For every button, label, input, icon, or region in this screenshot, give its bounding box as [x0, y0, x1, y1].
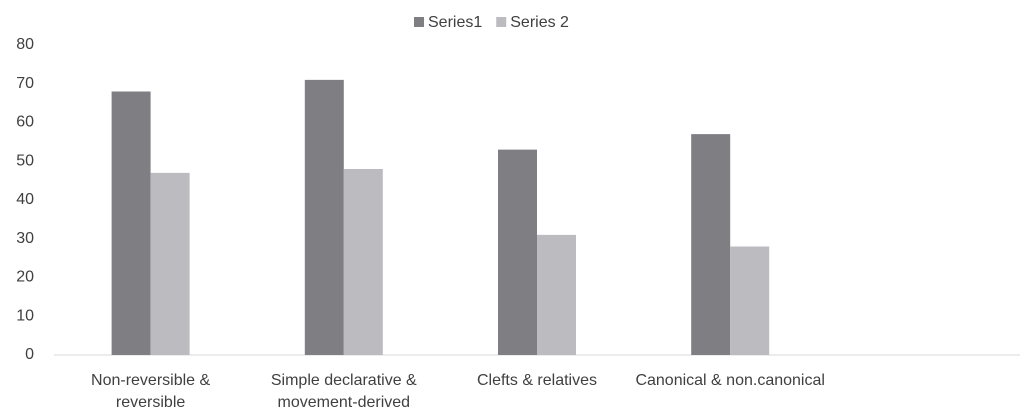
x-tick-label: Simple declarative & movement-derived — [270, 372, 417, 411]
legend-label: Series 2 — [510, 14, 569, 31]
x-tick-label: Canonical & non.canonical — [635, 372, 825, 389]
y-tick-label: 60 — [16, 114, 34, 131]
legend-swatch — [496, 17, 507, 27]
x-tick-label: Non-reversible & reversible — [91, 372, 211, 411]
bar — [111, 91, 151, 355]
legend-label: Series1 — [428, 14, 482, 31]
bar — [498, 149, 537, 355]
bar — [150, 172, 190, 355]
legend-swatch — [414, 17, 424, 27]
y-tick-label: 0 — [25, 346, 34, 363]
y-tick-label: 10 — [16, 307, 34, 324]
y-tick-label: 70 — [16, 75, 34, 92]
bar — [730, 246, 770, 355]
y-tick-label: 80 — [16, 36, 34, 53]
y-tick-label: 50 — [16, 152, 34, 169]
bar — [304, 79, 344, 355]
x-tick-label: Clefts & relatives — [476, 372, 598, 389]
y-tick-label: 30 — [16, 230, 34, 247]
bar — [343, 169, 383, 355]
y-tick-label: 20 — [16, 269, 34, 286]
y-tick-label: 40 — [16, 191, 34, 208]
bar — [691, 134, 731, 355]
bar — [537, 234, 576, 355]
